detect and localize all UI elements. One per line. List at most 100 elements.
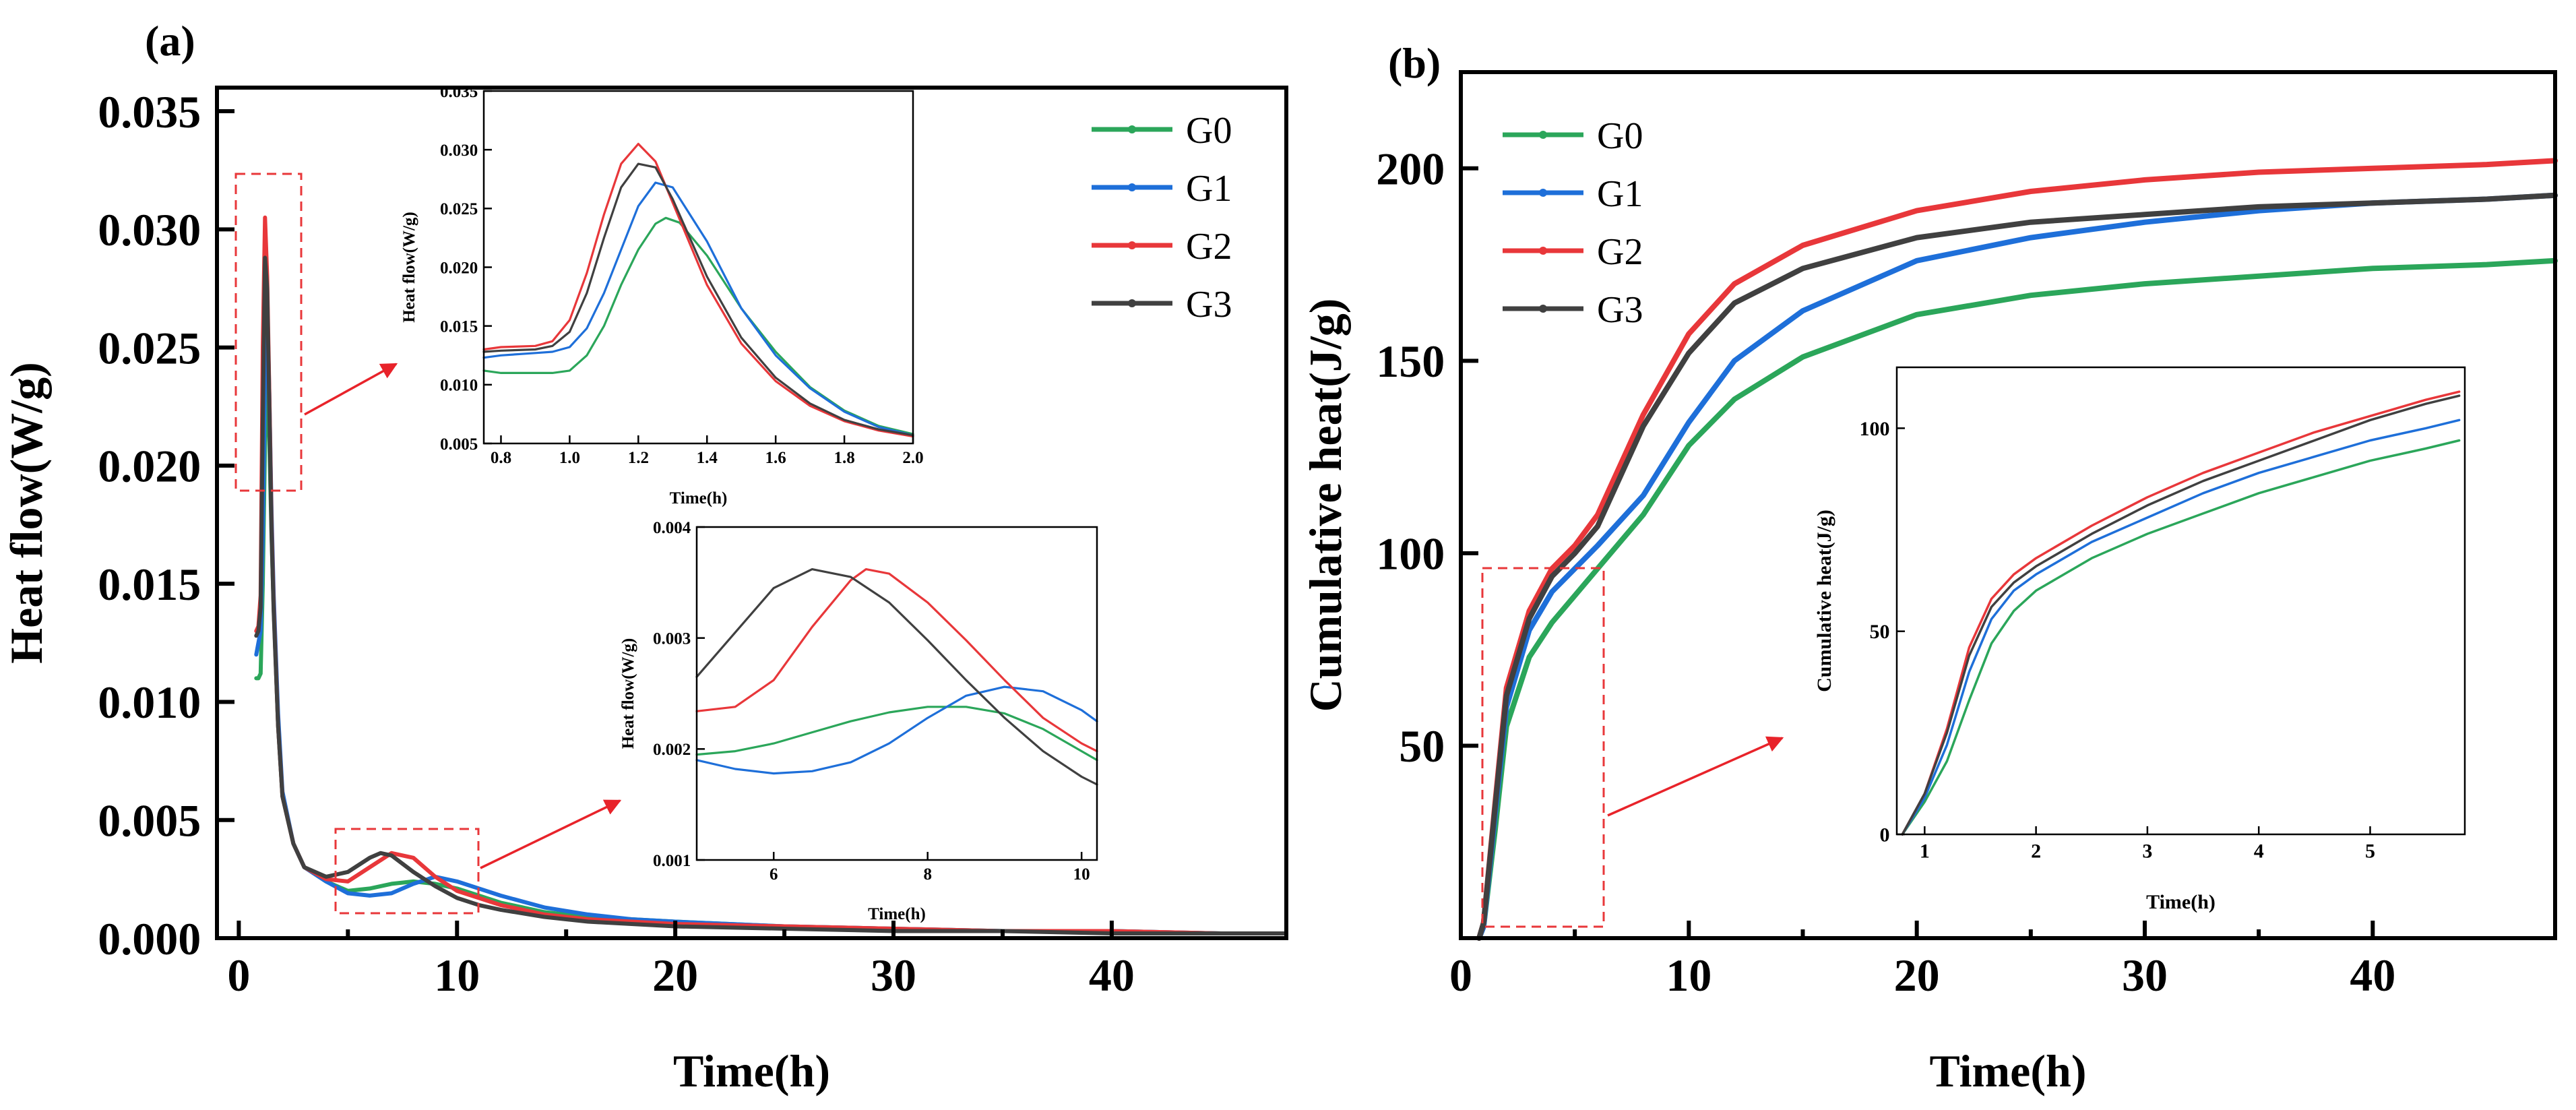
y-tick-label: 0.002 (653, 741, 691, 759)
zoom-box-peak (234, 173, 303, 492)
x-tick-label: 40 (2350, 950, 2395, 1001)
x-tick-label: 40 (1089, 950, 1135, 1001)
legend-marker (1128, 241, 1136, 249)
plot-frame (482, 90, 914, 445)
series-line-g3 (254, 255, 1288, 935)
x-tick-label: 1.2 (628, 449, 649, 467)
y-tick-label: 0.003 (653, 629, 691, 648)
legend-item-g0: G0 (1092, 110, 1232, 152)
series-group (695, 568, 1098, 786)
legend-label: G1 (1186, 168, 1232, 210)
chart-a-inset2: 6 8 10 0.001 0.002 0.003 0.004 Time(h) Heat flow… (619, 519, 1098, 923)
legend-marker (1539, 305, 1547, 313)
zoom-arrow-a1 (304, 363, 398, 416)
x-tick-label: 10 (1073, 865, 1090, 884)
x-tick-label: 1.8 (834, 449, 854, 467)
legend-label: G2 (1186, 226, 1232, 268)
legend-marker (1128, 183, 1136, 191)
legend-label: G3 (1597, 289, 1643, 331)
y-tick-label: 0.000 (98, 913, 201, 964)
y-tick-label: 0.030 (440, 142, 478, 160)
series-line-g2 (695, 568, 1098, 753)
legend-label: G1 (1597, 173, 1643, 215)
zoom-box-second-peak (334, 828, 480, 915)
y-tick-label: 0.010 (98, 677, 201, 728)
x-axis-label: Time(h) (1930, 1045, 2087, 1097)
x-axis-label: Time(h) (673, 1045, 830, 1097)
y-tick-label: 100 (1860, 418, 1890, 440)
series-line-g1 (695, 685, 1098, 775)
plot-frame (1459, 70, 2557, 940)
zoom-arrow-b (1607, 736, 1784, 817)
series-line-g3 (1476, 192, 2558, 941)
x-tick-label: 5 (2365, 840, 2375, 863)
y-axis-label: Cumulative heat(J/g) (1813, 510, 1835, 692)
y-tick-label: 150 (1376, 336, 1445, 387)
y-axis-label: Heat flow(W/g) (1, 362, 52, 664)
y-tick-label: 0.004 (653, 519, 691, 537)
x-tick-label: 3 (2142, 840, 2152, 863)
y-tick-label: 0 (1880, 824, 1890, 846)
series-line-g0 (1476, 257, 2558, 941)
y-tick-label: 0.035 (440, 83, 478, 101)
legend-item-g0: G0 (1503, 115, 1643, 157)
x-tick-label: 20 (1894, 950, 1940, 1001)
y-tick-label: 100 (1376, 528, 1445, 580)
y-tick-label: 50 (1399, 720, 1445, 772)
chart-a-main: 0 10 20 30 400.0000.0050.0100.0150.0200.0250… (1, 17, 1288, 1097)
series-line-g3 (1901, 394, 2461, 836)
y-axis-label: Cumulative heat(J/g) (1300, 299, 1351, 712)
x-tick-label: 6 (769, 865, 778, 884)
x-tick-label: 20 (652, 950, 698, 1001)
series-line-g3 (695, 568, 1098, 786)
x-tick-label: 10 (1666, 950, 1711, 1001)
x-tick-label: 10 (434, 950, 480, 1001)
y-axis-label: Heat flow(W/g) (619, 638, 637, 749)
y-tick-label: 0.005 (440, 435, 478, 454)
x-tick-label: 1.0 (559, 449, 580, 467)
legend-item-g3: G3 (1092, 284, 1232, 326)
panel-label: (a) (145, 17, 195, 65)
x-tick-label: 1.4 (697, 449, 718, 467)
x-tick-label: 1.6 (765, 449, 786, 467)
series-group (1476, 158, 2558, 941)
chart-a-inset1: 0.8 1.0 1.2 1.4 1.6 1.8 2.0 0.005 0.010 0.015 0.02… (400, 83, 924, 507)
series-line-g2 (1476, 158, 2558, 941)
x-tick-label: 0 (1449, 950, 1472, 1001)
x-tick-label: 30 (871, 950, 916, 1001)
series-line-g0 (482, 216, 914, 435)
panel-a: 0 10 20 30 400.0000.0050.0100.0150.0200.0250… (1, 17, 1288, 1097)
legend-label: G2 (1597, 231, 1643, 273)
y-tick-label: 0.015 (98, 559, 201, 610)
x-tick-label: 0 (227, 950, 250, 1001)
x-tick-label: 4 (2254, 840, 2264, 863)
legend-marker (1539, 131, 1547, 139)
y-tick-label: 0.030 (98, 204, 201, 255)
legend-label: G3 (1186, 284, 1232, 326)
y-tick-label: 0.020 (440, 259, 478, 277)
series-line-g1 (482, 181, 914, 437)
y-tick-label: 0.020 (98, 441, 201, 492)
x-axis-label: Time(h) (2146, 891, 2216, 913)
legend-marker (1539, 189, 1547, 197)
x-tick-label: 8 (923, 865, 932, 884)
zoom-box-early-heat (1481, 567, 1605, 928)
y-tick-label: 0.035 (98, 86, 201, 137)
y-tick-label: 0.005 (98, 795, 201, 846)
plot-frame (1895, 366, 2466, 836)
legend-item-g2: G2 (1092, 226, 1232, 268)
y-tick-label: 0.001 (653, 852, 691, 870)
annotations (234, 173, 1784, 928)
x-tick-label: 0.8 (491, 449, 511, 467)
y-tick-label: 200 (1376, 144, 1445, 195)
zoom-arrow-a2 (480, 799, 622, 869)
x-axis-label: Time(h) (868, 905, 926, 923)
legend-marker (1539, 247, 1547, 255)
series-line-g0 (1901, 439, 2461, 836)
series-line-g3 (482, 162, 914, 437)
x-tick-label: 1 (1920, 840, 1930, 863)
